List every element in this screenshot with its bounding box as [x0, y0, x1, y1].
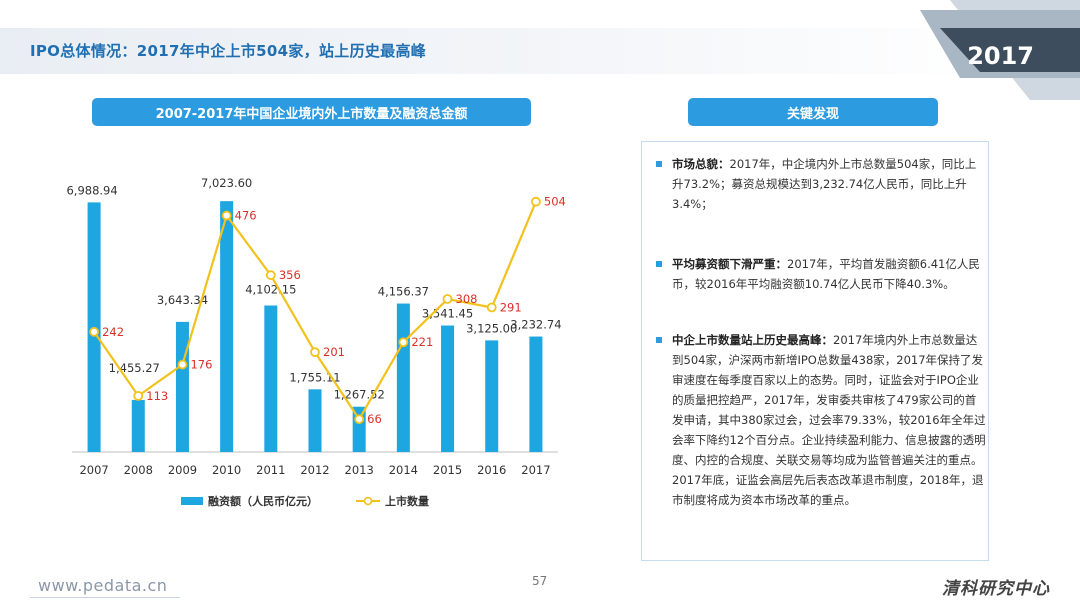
bar-value-label-2014: 4,156.37 — [378, 285, 429, 299]
bar-2014 — [396, 303, 410, 452]
page-number: 57 — [532, 574, 548, 588]
bar-value-label-2011: 4,102.15 — [245, 282, 296, 296]
bar-value-label-2016: 3,125.00 — [466, 321, 517, 335]
finding-text: 2017年，中企境内外上市总数量504家，同比上升73.2%；募资总规模达到3,… — [672, 157, 977, 211]
bar-value-label-2012: 1,755.11 — [289, 370, 340, 384]
line-value-label-2017: 504 — [544, 195, 566, 209]
line-value-label-2016: 291 — [500, 300, 522, 314]
line-point-2014 — [398, 337, 409, 348]
bar-value-label-2010: 7,023.60 — [201, 176, 252, 190]
line-point-2007 — [89, 326, 99, 337]
x-tick-label: 2010 — [212, 463, 241, 477]
line-point-2015 — [442, 294, 453, 304]
bar-2008 — [131, 400, 145, 452]
line-point-2013 — [354, 414, 365, 425]
finding-market-overview: 市场总貌：2017年，中企境内外上市总数量504家，同比上升73.2%；募资总规… — [656, 154, 986, 214]
finding-avg-financing: 平均募资额下滑严重：2017年，平均首发融资额6.41亿人民币，较2016年平均… — [656, 254, 986, 294]
line-value-label-2010: 476 — [235, 209, 257, 223]
x-tick-label: 2007 — [79, 463, 108, 477]
year-banner — [920, 0, 1080, 100]
bullet-icon — [656, 261, 662, 267]
x-tick-label: 2008 — [124, 463, 153, 477]
x-tick-label: 2009 — [168, 463, 197, 477]
line-point-2017 — [531, 196, 541, 207]
finding-label: 中企上市数量站上历史最高峰： — [672, 333, 833, 347]
line-value-label-2009: 176 — [190, 358, 212, 372]
finding-text: 2017年，平均首发融资额6.41亿人民币，较2016年平均融资额10.74亿人… — [672, 257, 980, 291]
line-point-2008 — [133, 390, 144, 401]
legend-line-marker — [363, 496, 373, 506]
finding-label: 平均募资额下滑严重： — [672, 257, 787, 271]
bar-value-label-2007: 6,988.94 — [66, 183, 117, 197]
bar-2016 — [485, 340, 499, 452]
finding-record-count: 中企上市数量站上历史最高峰：2017年境内外上市总数量达到504家，沪深两市新增… — [656, 330, 986, 510]
footer-divider — [30, 597, 180, 598]
x-tick-label: 2016 — [477, 463, 506, 477]
bullet-icon — [656, 161, 662, 167]
bar-value-label-2017: 3,232.74 — [510, 318, 561, 332]
x-tick-label: 2017 — [521, 463, 550, 477]
line-value-label-2015: 308 — [456, 292, 478, 306]
bar-2017 — [529, 336, 543, 452]
bullet-icon — [656, 337, 662, 343]
x-tick-label: 2015 — [433, 463, 462, 477]
bar-2011 — [264, 305, 278, 452]
line-point-2012 — [310, 347, 320, 358]
line-value-label-2012: 201 — [323, 345, 345, 359]
legend-bar-label: 融资额（人民币亿元） — [208, 494, 318, 508]
line-value-label-2014: 221 — [411, 335, 433, 349]
bar-2012 — [308, 389, 322, 452]
legend-line-label: 上市数量 — [385, 494, 429, 508]
bar-2010 — [220, 201, 234, 452]
x-tick-label: 2011 — [256, 463, 285, 477]
x-tick-label: 2012 — [300, 463, 329, 477]
line-point-2010 — [221, 210, 232, 221]
findings-box — [641, 141, 989, 561]
page-title: IPO总体情况：2017年中企上市504家，站上历史最高峰 — [30, 42, 427, 60]
findings-title: 关键发现 — [688, 98, 938, 126]
line-point-2009 — [177, 359, 188, 370]
year-badge: 2017 — [967, 42, 1034, 70]
finding-label: 市场总貌： — [672, 157, 730, 171]
line-value-label-2008: 113 — [146, 389, 168, 403]
line-value-label-2013: 66 — [367, 412, 382, 426]
finding-text: 2017年境内外上市总数量达到504家，沪深两市新增IPO总数量438家，201… — [672, 333, 986, 507]
line-value-label-2007: 242 — [102, 325, 124, 339]
chart-title: 2007-2017年中国企业境内外上市数量及融资总金额 — [92, 98, 531, 126]
bar-value-label-2015: 3,541.45 — [422, 307, 473, 321]
bar-2015 — [441, 325, 455, 452]
x-tick-label: 2014 — [389, 463, 418, 477]
brand-logo: 清科研究中心 — [942, 579, 1050, 599]
legend-bar-swatch — [181, 497, 203, 505]
bar-value-label-2009: 3,643.34 — [157, 293, 208, 307]
line-point-2016 — [486, 302, 497, 313]
footer-url: www.pedata.cn — [38, 576, 168, 595]
header-band — [0, 28, 1000, 74]
ipo-chart: 6,988.941,455.273,643.347,023.604,102.15… — [66, 176, 566, 508]
bar-2009 — [175, 321, 189, 452]
line-value-label-2011: 356 — [279, 268, 301, 282]
x-tick-label: 2013 — [345, 463, 374, 477]
line-point-2011 — [265, 270, 276, 281]
